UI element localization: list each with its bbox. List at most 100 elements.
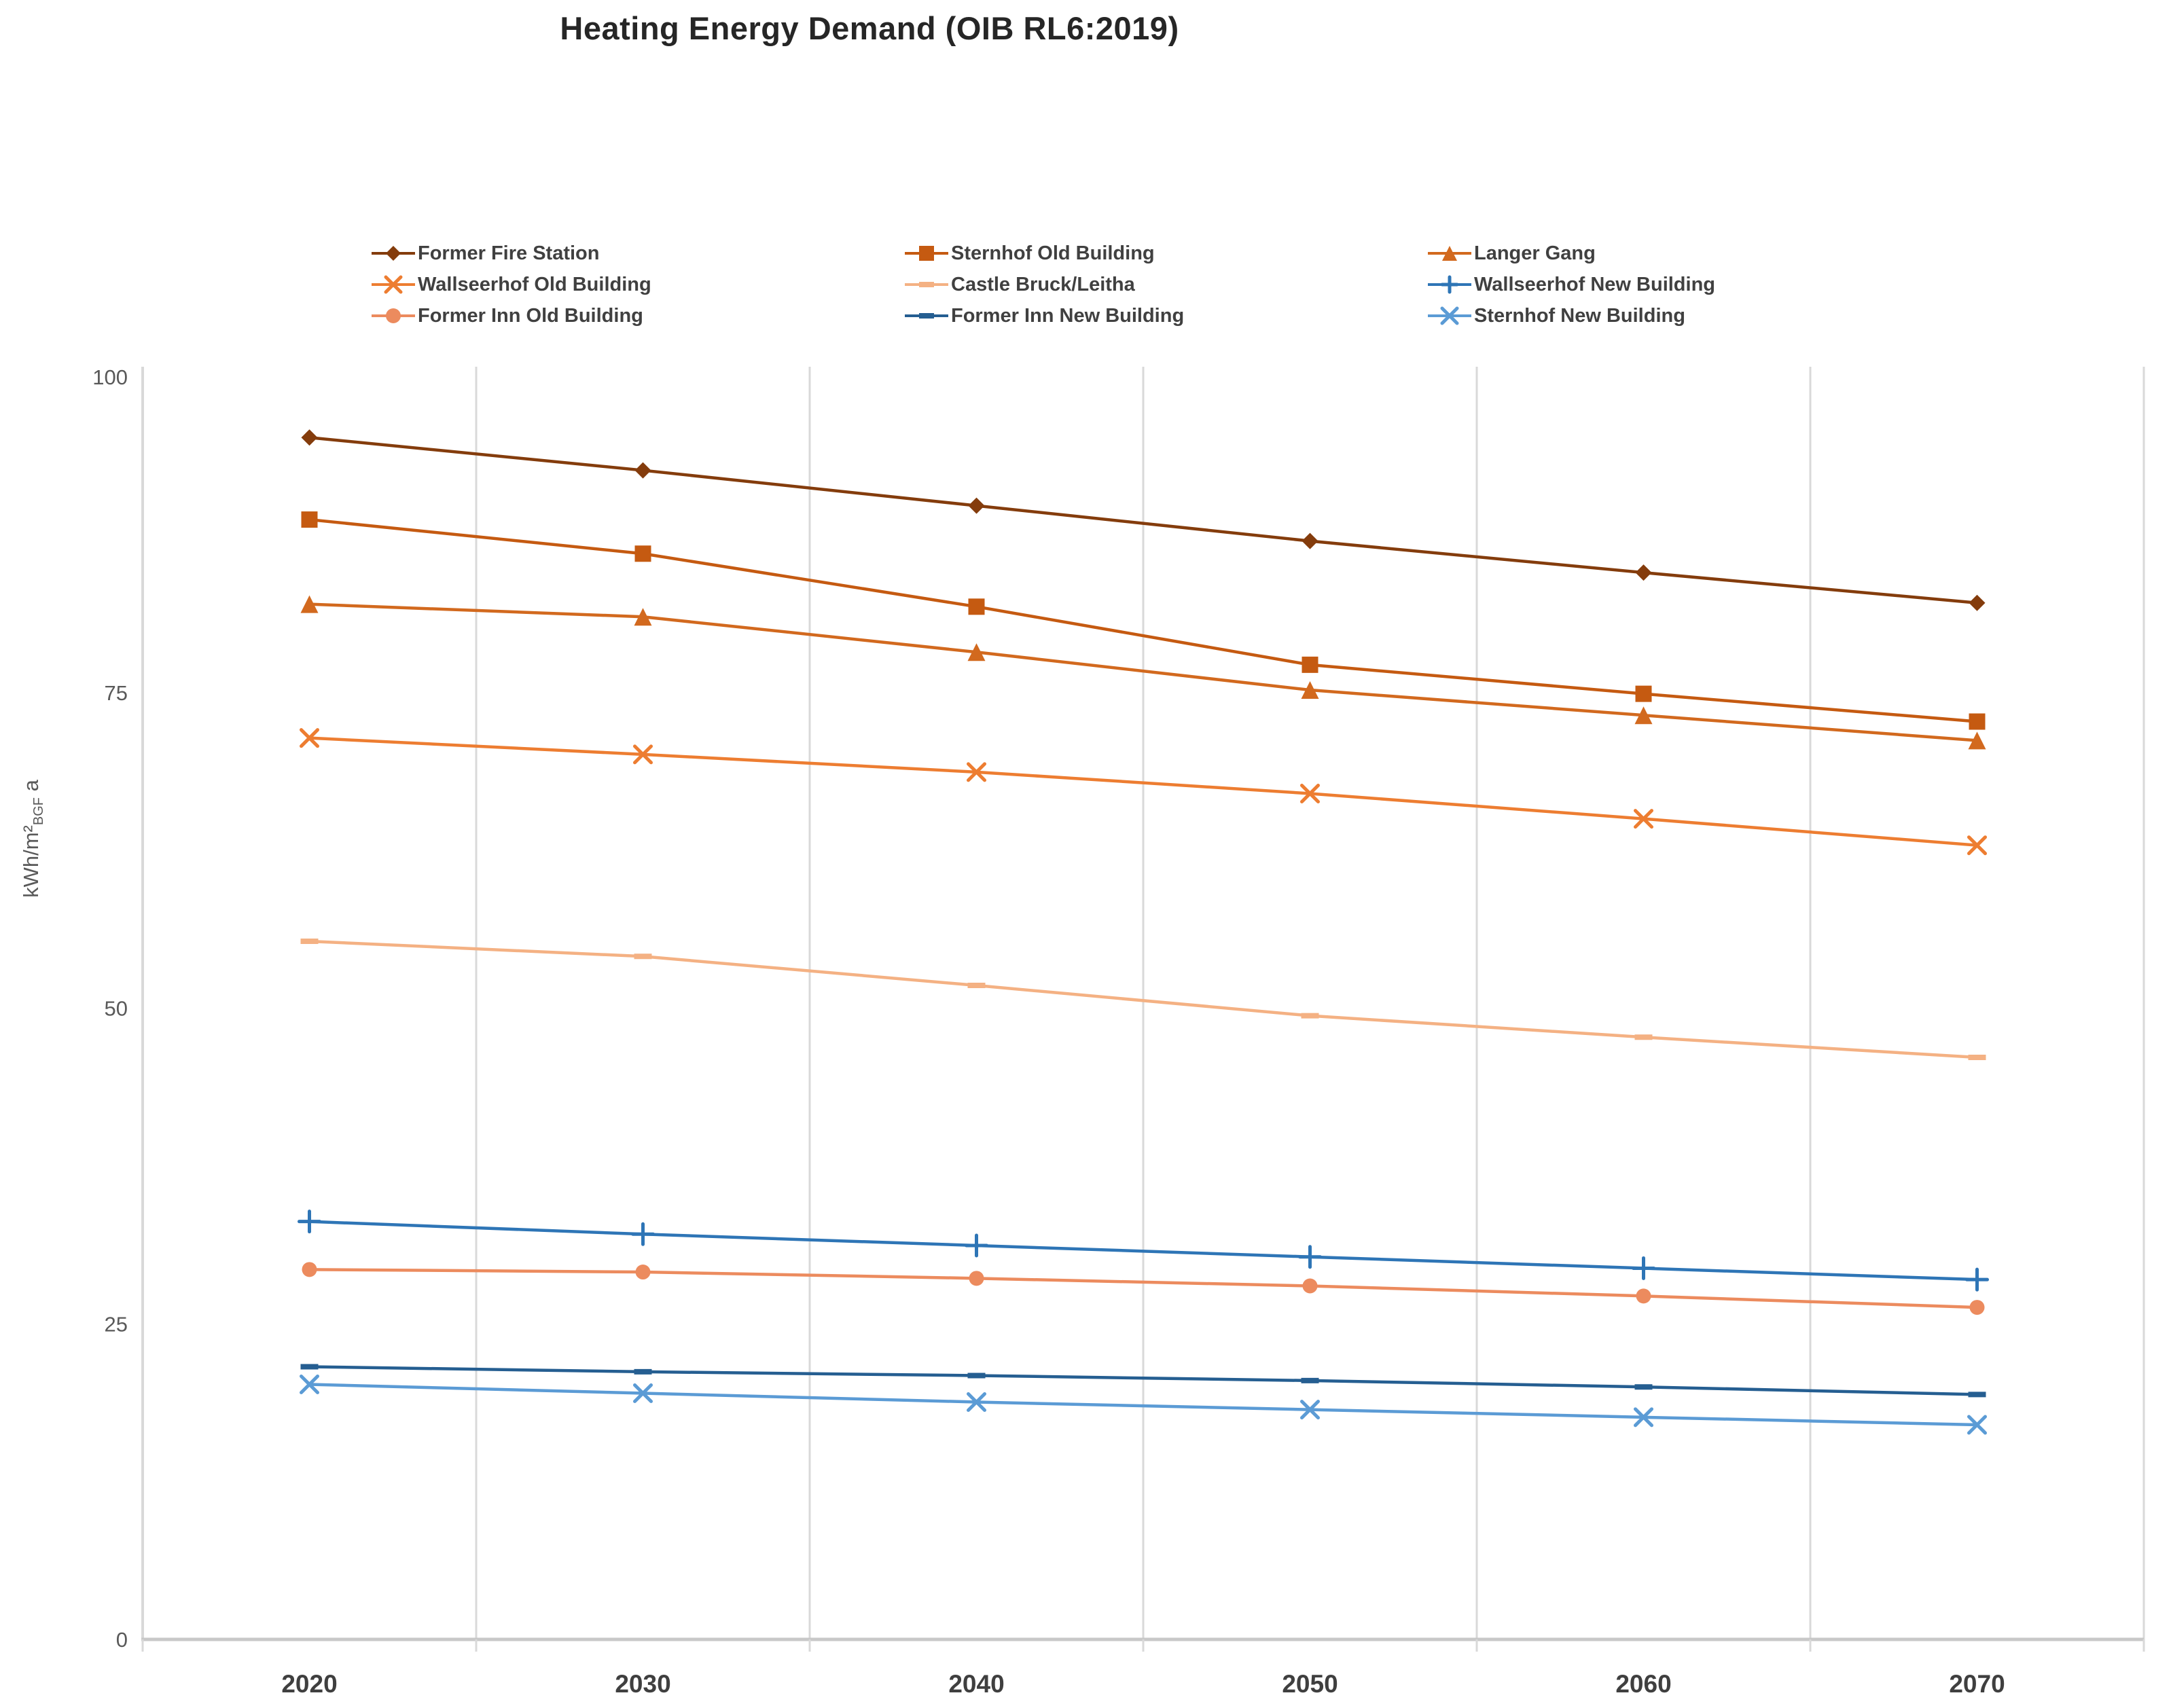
series-line (309, 1365, 1977, 1396)
series-line (309, 939, 1977, 1059)
x-tick-label: 2020 (281, 1670, 337, 1698)
legend-label: Sternhof New Building (1474, 304, 1685, 327)
legend-marker-icon (1428, 275, 1471, 294)
legend-item-sternhof-old-building: Sternhof Old Building (903, 241, 1427, 266)
series-line (309, 1220, 1977, 1282)
x-marker-icon (967, 1392, 986, 1413)
series-former-inn-new-building (300, 1364, 1986, 1398)
y-tick-label: 50 (105, 997, 128, 1021)
plus-marker-icon (1965, 1267, 1989, 1292)
legend-item-wallseerhof-new-building: Wallseerhof New Building (1427, 272, 1936, 297)
y-axis-tick-labels: 0 25 50 75 100 (92, 365, 128, 1652)
legend-marker-icon (905, 313, 948, 319)
y-tick-label: 100 (92, 365, 128, 389)
circle-marker-icon (635, 1265, 651, 1280)
legend-item-former-inn-old-building: Former Inn Old Building (370, 304, 903, 328)
plus-marker-icon (1298, 1245, 1322, 1269)
square-marker-icon (968, 598, 985, 615)
triangle-marker-icon (1968, 731, 1986, 750)
series-sternhof-new-building (300, 1374, 1987, 1435)
square-marker-icon (1635, 685, 1652, 702)
chart-legend: Former Fire Station Sternhof Old Building… (370, 238, 1936, 331)
triangle-marker-icon (1301, 681, 1319, 699)
diamond-marker-icon (634, 462, 651, 479)
series-line (309, 602, 1977, 742)
series-sternhof-old-building (301, 511, 1986, 730)
chart-title: Heating Energy Demand (OIB RL6:2019) (560, 10, 1179, 46)
circle-marker-icon (386, 308, 401, 323)
x-marker-icon (1634, 1407, 1653, 1428)
plus-marker-icon (298, 1210, 321, 1234)
plus-marker-icon (965, 1233, 988, 1258)
x-marker-icon (1967, 835, 1987, 856)
circle-marker-icon (1302, 1278, 1318, 1294)
diamond-marker-icon (1302, 532, 1318, 549)
diamond-marker-icon (386, 246, 401, 261)
x-marker-icon (300, 728, 319, 748)
legend-marker-icon (1428, 246, 1471, 261)
y-tick-label: 75 (105, 681, 128, 705)
series-line (309, 435, 1977, 605)
legend-item-sternhof-new-building: Sternhof New Building (1427, 304, 1936, 328)
circle-marker-icon (1969, 1300, 1985, 1315)
x-marker-icon (633, 1383, 653, 1403)
x-marker-icon (1634, 809, 1653, 829)
legend-label: Castle Bruck/Leitha (951, 273, 1135, 295)
series-wallseerhof-new-building (298, 1210, 1989, 1292)
diamond-marker-icon (968, 497, 985, 514)
legend-item-former-inn-new-building: Former Inn New Building (903, 304, 1427, 328)
series-wallseerhof-old-building (300, 728, 1987, 856)
series-former-fire-station (301, 429, 1986, 611)
legend-marker-icon (905, 282, 948, 287)
x-tick-label: 2070 (1949, 1670, 2005, 1698)
square-marker-icon (1302, 656, 1318, 673)
series-line (309, 736, 1977, 847)
x-marker-icon (1300, 1400, 1320, 1420)
x-marker-icon (384, 275, 403, 294)
diamond-marker-icon (301, 429, 318, 446)
legend-label: Langer Gang (1474, 242, 1596, 264)
triangle-marker-icon (1442, 246, 1457, 261)
circle-marker-icon (1636, 1288, 1651, 1304)
triangle-marker-icon (300, 595, 319, 613)
x-axis-tick-labels: 2020 2030 2040 2050 2060 2070 (281, 1670, 2005, 1698)
series-line (309, 1383, 1977, 1427)
triangle-marker-icon (967, 643, 986, 661)
x-tick-label: 2040 (948, 1670, 1004, 1698)
legend-item-former-fire-station: Former Fire Station (370, 241, 903, 266)
series-langer-gang (300, 595, 1986, 750)
diamond-marker-icon (1969, 594, 1986, 611)
y-tick-label: 25 (105, 1312, 128, 1336)
x-marker-icon (1967, 1415, 1987, 1435)
series-former-inn-old-building (302, 1262, 1985, 1315)
x-marker-icon (1300, 783, 1320, 803)
x-marker-icon (300, 1374, 319, 1394)
legend-label: Wallseerhof New Building (1474, 273, 1716, 295)
legend-label: Former Inn Old Building (418, 304, 643, 327)
legend-item-wallseerhof-old-building: Wallseerhof Old Building (370, 272, 903, 297)
x-marker-icon (967, 762, 986, 782)
legend-item-castle-bruck-leitha: Castle Bruck/Leitha (903, 272, 1427, 297)
legend-marker-icon (372, 308, 415, 323)
circle-marker-icon (302, 1262, 317, 1277)
legend-label: Wallseerhof Old Building (418, 273, 651, 295)
x-tick-label: 2030 (615, 1670, 670, 1698)
square-marker-icon (634, 545, 651, 562)
square-marker-icon (1969, 713, 1986, 730)
diamond-marker-icon (1635, 564, 1652, 581)
legend-label: Former Fire Station (418, 242, 600, 264)
series-line (309, 1268, 1977, 1309)
triangle-marker-icon (634, 608, 652, 626)
square-marker-icon (301, 511, 318, 528)
x-tick-label: 2050 (1282, 1670, 1338, 1698)
x-tick-label: 2060 (1615, 1670, 1671, 1698)
x-marker-icon (633, 744, 653, 765)
series-line (309, 517, 1977, 723)
legend-label: Former Inn New Building (951, 304, 1185, 327)
plus-marker-icon (631, 1222, 655, 1246)
y-tick-label: 0 (116, 1628, 128, 1652)
plus-marker-icon (1632, 1256, 1655, 1280)
x-axis-ticks (141, 1639, 2145, 1652)
triangle-marker-icon (1634, 706, 1653, 725)
